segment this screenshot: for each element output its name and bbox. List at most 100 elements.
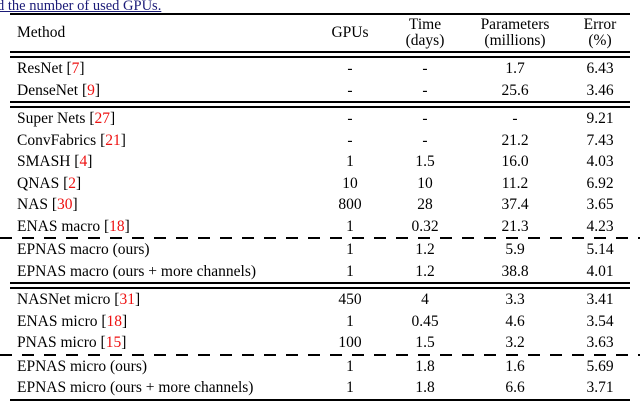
results-table: Method GPUs Time (days) Parameters (mill… — [0, 13, 640, 401]
method-name: NASNet micro [ — [17, 291, 120, 308]
method-cell: ResNet [7] — [10, 58, 310, 80]
error-cell: 7.43 — [586, 131, 614, 149]
time-cell: 1.5 — [415, 334, 435, 351]
method-name: QNAS [ — [17, 174, 69, 192]
citation-link[interactable]: 9 — [87, 81, 95, 99]
params-cell: 11.2 — [501, 174, 529, 192]
params-cell: 4.6 — [505, 312, 525, 330]
citation-link[interactable]: 18 — [109, 217, 125, 235]
table-row-resnet: ResNet [7] - - 1.7 6.43 — [10, 58, 630, 80]
time-cell: 4 — [421, 291, 429, 308]
method-cell: DenseNet [9] — [10, 80, 310, 102]
method-cell: NAS [30] — [10, 194, 310, 216]
table-row-epnas-macro-more-channels: EPNAS macro (ours + more channels) 1 1.2… — [10, 261, 630, 283]
gpus-cell: 1 — [346, 262, 354, 280]
table-caption: d the number of used GPUs. — [0, 0, 640, 13]
table-row-smash: SMASH [4] 1 1.5 16.0 4.03 — [10, 151, 630, 173]
gpus-cell: 800 — [338, 196, 362, 213]
dashed-rule — [0, 353, 640, 356]
gpus-cell: 1 — [346, 379, 354, 396]
method-name: SMASH [ — [17, 153, 80, 170]
params-cell: 3.3 — [505, 291, 525, 308]
error-cell: 5.69 — [586, 357, 614, 375]
citation-link[interactable]: 7 — [71, 60, 80, 77]
error-cell: 4.01 — [586, 262, 614, 280]
table-row-nas: NAS [30] 800 28 37.4 3.65 — [10, 194, 630, 216]
method-cell: NASNet micro [31] — [10, 289, 310, 311]
table-row-epnas-micro-more-channels: EPNAS micro (ours + more channels) 1 1.8… — [10, 377, 630, 399]
error-cell: 3.54 — [586, 312, 614, 330]
method-name-close: ] — [122, 312, 128, 330]
col-header-method: Method — [17, 24, 66, 41]
method-name: EPNAS macro (ours + more channels) — [17, 262, 257, 280]
method-name: EPNAS macro (ours) — [17, 241, 150, 258]
error-cell: 5.14 — [586, 241, 614, 258]
time-cell: 0.45 — [411, 312, 439, 330]
gpus-cell: 1 — [346, 357, 354, 375]
table-row-densenet: DenseNet [9] - - 25.6 3.46 — [10, 80, 630, 102]
method-cell: SMASH [4] — [10, 151, 310, 173]
top-rule — [10, 13, 630, 15]
method-name: DenseNet [ — [17, 81, 88, 99]
gpus-cell: 1 — [346, 241, 354, 258]
gpus-cell: 450 — [338, 291, 362, 308]
time-cell: 0.32 — [411, 217, 439, 235]
params-cell: 21.2 — [501, 131, 529, 149]
method-name: PNAS micro [ — [17, 334, 106, 351]
citation-link[interactable]: 21 — [105, 131, 121, 149]
gpus-cell: - — [347, 110, 353, 127]
gpus-cell: 100 — [338, 334, 362, 351]
table-row-enas-micro: ENAS micro [18] 1 0.45 4.6 3.54 — [10, 311, 630, 333]
col-header-error-line2: (%) — [588, 32, 612, 49]
gpus-cell: - — [347, 60, 353, 77]
params-cell: 1.7 — [505, 60, 525, 77]
time-cell: - — [422, 60, 428, 77]
header-double-rule — [10, 51, 630, 58]
citation-link[interactable]: 2 — [68, 174, 76, 192]
caption-text: d the number of used GPUs. — [0, 0, 162, 13]
citation-link[interactable]: 15 — [105, 334, 122, 351]
method-name-close: ] — [120, 131, 126, 149]
table-row-epnas-micro: EPNAS micro (ours) 1 1.8 1.6 5.69 — [10, 356, 630, 378]
table-row-convfabrics: ConvFabrics [21] - - 21.2 7.43 — [10, 130, 630, 152]
method-cell: EPNAS micro (ours) — [10, 356, 310, 378]
section-double-rule — [10, 101, 630, 108]
table-row-supernets: Super Nets [27] - - - 9.21 — [10, 108, 630, 130]
method-name: ResNet [ — [17, 60, 72, 77]
error-cell: 3.71 — [586, 379, 614, 396]
error-cell: 6.92 — [586, 174, 614, 192]
gpus-cell: 1 — [346, 217, 354, 235]
dashed-rule — [0, 237, 640, 239]
gpus-cell: - — [347, 81, 353, 99]
col-header-parameters: Parameters (millions) — [460, 15, 570, 51]
time-cell: 1.8 — [415, 379, 435, 396]
method-name-close: ] — [110, 110, 116, 127]
time-cell: 1.2 — [415, 262, 435, 280]
method-cell: EPNAS macro (ours) — [10, 239, 310, 261]
method-name-close: ] — [79, 60, 85, 77]
params-cell: - — [512, 110, 518, 127]
table-row-qnas: QNAS [2] 10 10 11.2 6.92 — [10, 173, 630, 195]
time-cell: 1.8 — [415, 357, 435, 375]
method-cell: EPNAS macro (ours + more channels) — [10, 261, 310, 283]
method-cell: PNAS micro [15] — [10, 332, 310, 354]
time-cell: - — [422, 81, 428, 99]
error-cell: 4.23 — [586, 217, 614, 235]
citation-link[interactable]: 27 — [94, 110, 111, 127]
citation-link[interactable]: 31 — [119, 291, 135, 308]
params-cell: 25.6 — [501, 81, 529, 99]
params-cell: 3.2 — [505, 334, 525, 351]
col-header-time: Time (days) — [390, 15, 460, 51]
time-cell: 1.2 — [415, 241, 435, 258]
bottom-rule — [10, 398, 630, 401]
method-name-close: ] — [76, 174, 82, 192]
citation-link[interactable]: 30 — [57, 196, 73, 213]
error-cell: 9.21 — [586, 110, 614, 127]
citation-link[interactable]: 18 — [106, 312, 123, 330]
method-name: NAS [ — [17, 196, 58, 213]
citation-link[interactable]: 4 — [79, 153, 88, 170]
method-cell: ENAS micro [18] — [10, 311, 310, 333]
method-name-close: ] — [124, 217, 130, 235]
method-name-close: ] — [134, 291, 141, 308]
